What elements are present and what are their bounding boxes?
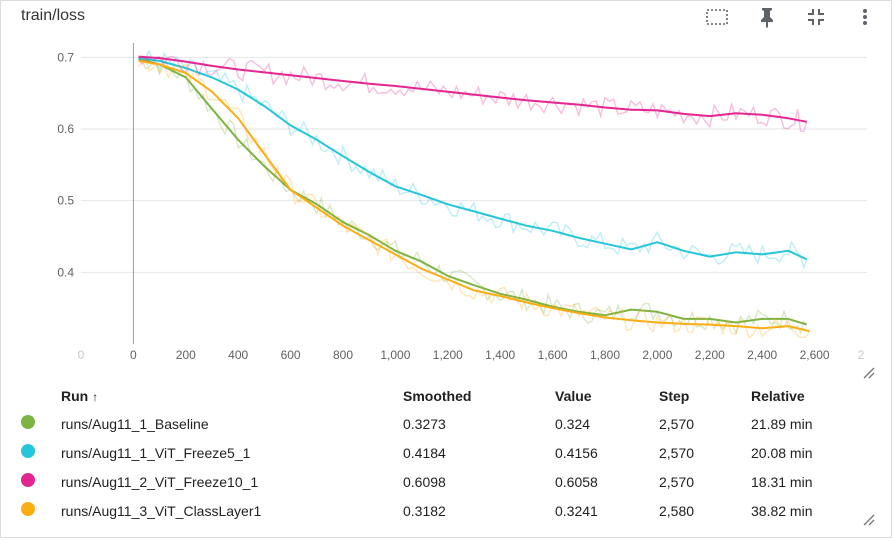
resize-handle-icon[interactable] xyxy=(862,513,876,527)
x-tick-label: 1,600 xyxy=(538,348,568,362)
value-column-header[interactable]: Value xyxy=(555,388,592,404)
series-layer xyxy=(137,49,811,340)
table-header-row: Run ↑ Smoothed Value Step Relative xyxy=(21,383,861,409)
smoothed-value: 0.6098 xyxy=(403,473,446,490)
more-vert-icon[interactable] xyxy=(851,5,879,29)
series-raw-line xyxy=(137,58,811,340)
run-name: runs/Aug11_1_ViT_Freeze5_1 xyxy=(61,444,251,461)
relative-time: 21.89 min xyxy=(751,415,813,432)
step-value: 2,570 xyxy=(659,444,695,461)
x-tick-label: 200 xyxy=(176,348,196,362)
step-value: 2,580 xyxy=(659,502,695,519)
series-line xyxy=(138,57,808,261)
chart-grid xyxy=(81,43,867,344)
raw-value: 0.3241 xyxy=(555,502,598,519)
series-line xyxy=(138,57,807,326)
runs-table: Run ↑ Smoothed Value Step Relative runs/… xyxy=(21,383,861,525)
x-tick-label: 2,200 xyxy=(695,348,725,362)
x-tick-label: 1,400 xyxy=(485,348,515,362)
relative-time: 20.08 min xyxy=(751,444,813,461)
relative-column-header[interactable]: Relative xyxy=(751,388,805,404)
series-color-dot xyxy=(21,444,35,458)
x-tick-label: 2,600 xyxy=(800,348,830,362)
chart-title: train/loss xyxy=(21,7,86,24)
y-tick-label: 0.5 xyxy=(57,194,74,208)
series-line xyxy=(138,55,807,123)
run-header-label: Run xyxy=(61,388,89,404)
run-name: runs/Aug11_1_Baseline xyxy=(61,415,209,432)
y-axis-ticks: 0.4 0.5 0.6 0.7 xyxy=(57,50,74,279)
relative-time: 18.31 min xyxy=(751,473,813,490)
series-color-dot xyxy=(21,502,35,516)
x-tick-label: 1,000 xyxy=(380,348,410,362)
table-row[interactable]: runs/Aug11_1_Baseline 0.3273 0.324 2,570… xyxy=(21,409,861,438)
x-tick-label: 600 xyxy=(281,348,301,362)
step-value: 2,570 xyxy=(659,473,695,490)
smoothed-value: 0.4184 xyxy=(403,444,446,461)
step-value: 2,570 xyxy=(659,415,695,432)
y-tick-label: 0.6 xyxy=(57,122,74,136)
x-tick-label: 2,000 xyxy=(642,348,672,362)
y-tick-label: 0.4 xyxy=(57,265,74,279)
collapse-icon[interactable] xyxy=(802,5,830,29)
pin-icon[interactable] xyxy=(753,5,781,29)
run-name: runs/Aug11_3_ViT_ClassLayer1 xyxy=(61,502,262,519)
y-tick-label: 0.7 xyxy=(57,50,74,64)
series-raw-line xyxy=(138,49,808,270)
resize-handle-icon[interactable] xyxy=(862,366,876,380)
series-line xyxy=(138,59,810,333)
run-name: runs/Aug11_2_ViT_Freeze10_1 xyxy=(61,473,259,490)
x-tick-label: 400 xyxy=(228,348,248,362)
table-row[interactable]: runs/Aug11_1_ViT_Freeze5_1 0.4184 0.4156… xyxy=(21,438,861,467)
smoothed-column-header[interactable]: Smoothed xyxy=(403,388,472,404)
raw-value: 0.6058 xyxy=(555,473,598,490)
x-tick-label: 800 xyxy=(333,348,353,362)
step-column-header[interactable]: Step xyxy=(659,388,690,404)
line-chart[interactable]: 0 0 200 400 600 800 1,000 1,200 1,400 1,600 1,800 2… xyxy=(1,1,894,381)
series-color-dot xyxy=(21,473,35,487)
sort-arrow-icon: ↑ xyxy=(92,390,99,404)
table-row[interactable]: runs/Aug11_3_ViT_ClassLayer1 0.3182 0.32… xyxy=(21,496,861,525)
run-column-header[interactable]: Run ↑ xyxy=(61,383,403,409)
raw-value: 0.324 xyxy=(555,415,591,432)
x-axis-ticks: 0 0 200 400 600 800 1,000 1,200 1,400 1,600 1,800 2… xyxy=(78,348,865,362)
smoothed-value: 0.3273 xyxy=(403,415,446,432)
x-tick-label: 2,400 xyxy=(747,348,777,362)
smoothed-value: 0.3182 xyxy=(403,502,446,519)
x-tick-label: 2 xyxy=(858,348,865,362)
x-tick-label: 0 xyxy=(78,348,85,362)
fit-domain-icon[interactable] xyxy=(703,5,731,29)
raw-value: 0.4156 xyxy=(555,444,598,461)
series-color-dot xyxy=(21,415,35,429)
x-tick-label: 1,800 xyxy=(590,348,620,362)
relative-time: 38.82 min xyxy=(751,502,813,519)
table-row[interactable]: runs/Aug11_2_ViT_Freeze10_1 0.6098 0.605… xyxy=(21,467,861,496)
x-tick-label: 0 xyxy=(130,348,137,362)
x-tick-label: 1,200 xyxy=(433,348,463,362)
series-raw-line xyxy=(138,56,808,336)
